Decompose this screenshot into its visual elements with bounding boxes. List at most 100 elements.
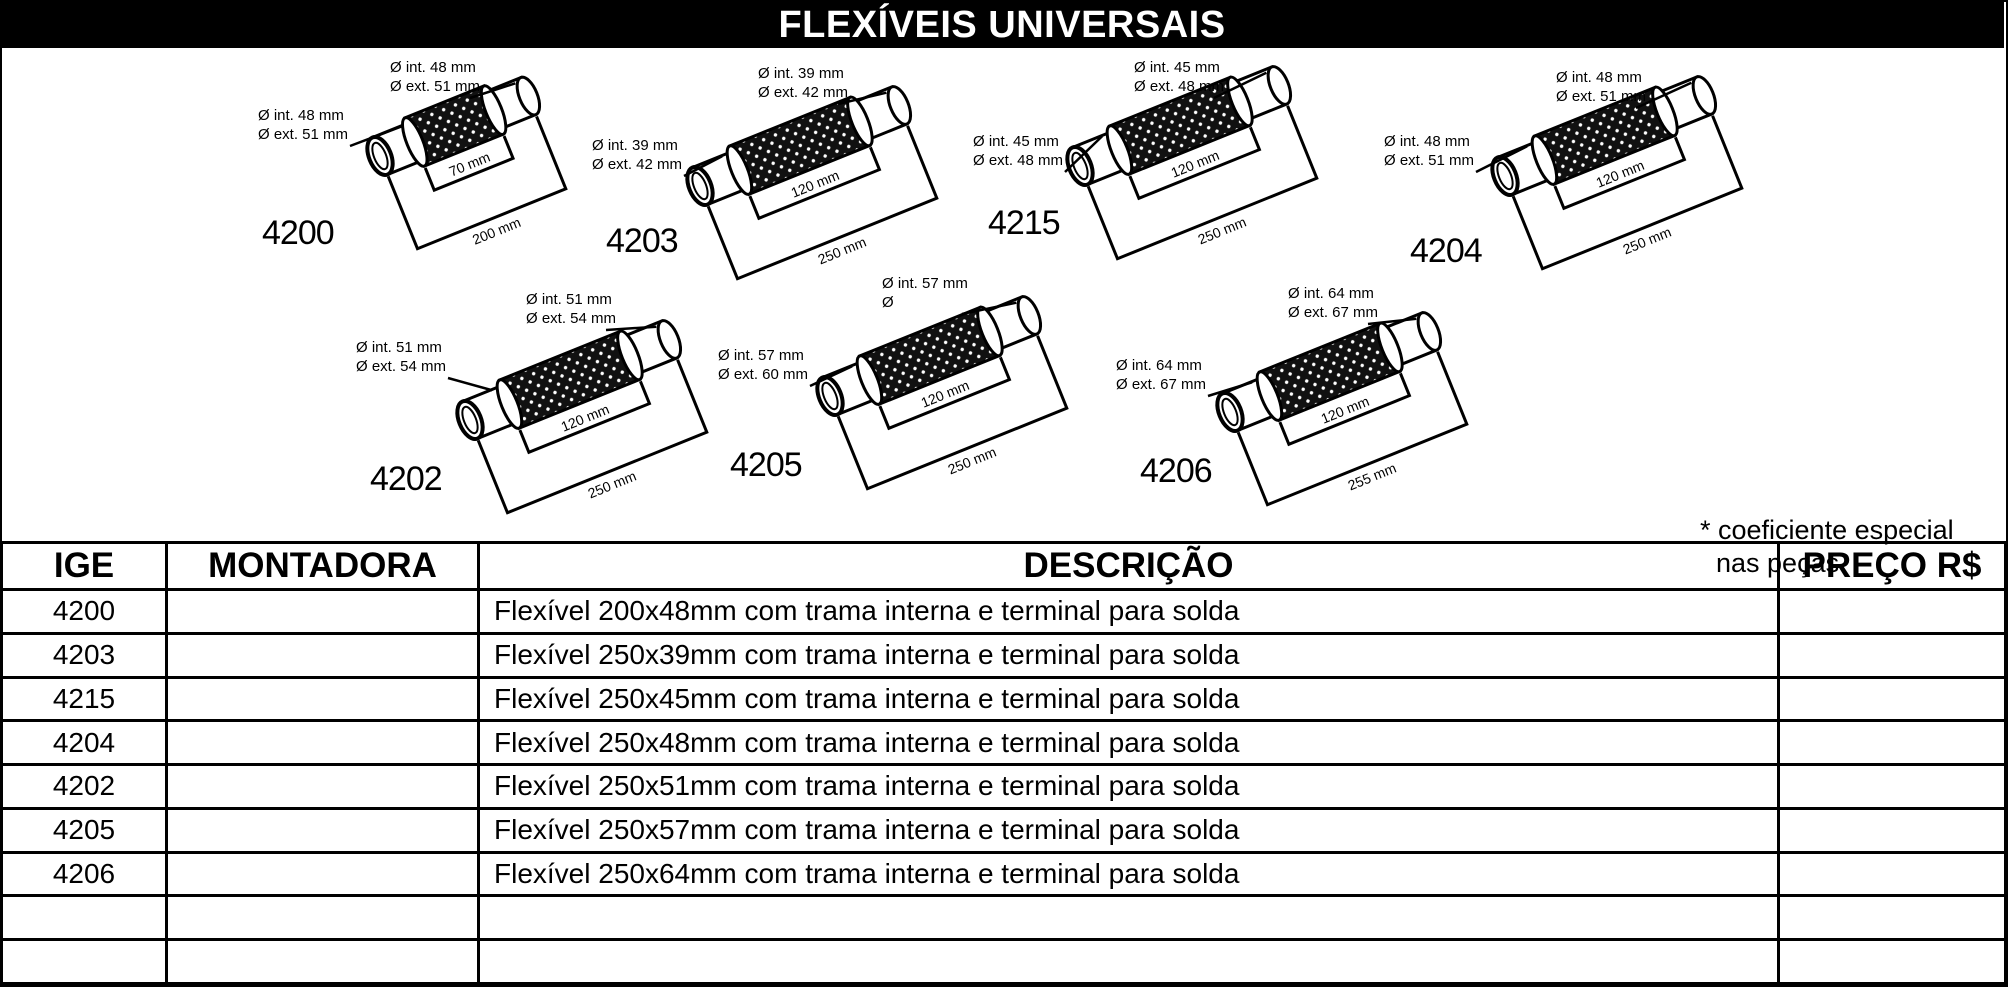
cell-montadora xyxy=(165,850,480,898)
cell-ige: 4202 xyxy=(0,763,168,810)
part-number-label: 4202 xyxy=(370,460,442,498)
diameter-callout-right: Ø int. 57 mm xyxy=(882,275,968,292)
parts-table: IGE MONTADORA DESCRIÇÃO PREÇO R$ 4200 Fle… xyxy=(0,541,2007,985)
mesh-collar-left xyxy=(1530,134,1559,186)
total-length-label: 250 mm xyxy=(1621,224,1674,258)
table-row: 4204 Flexível 250x48mm com trama interna … xyxy=(0,719,2007,767)
leader-right xyxy=(605,325,657,332)
diameter-callout-left: Ø int. 64 mm xyxy=(1116,357,1202,374)
total-length-label: 250 mm xyxy=(586,468,639,502)
pipe-end-right xyxy=(1416,311,1443,352)
mesh-collar-left xyxy=(725,144,754,196)
diameter-callout-right: Ø int. 51 mm xyxy=(526,291,612,308)
cell-ige: 4203 xyxy=(0,631,168,679)
cell-preco xyxy=(1777,806,2007,854)
diameter-callout-right: Ø int. 64 mm xyxy=(1288,285,1374,302)
leader-right xyxy=(1367,317,1417,326)
header-ige: IGE xyxy=(0,541,168,591)
total-length-bracket xyxy=(836,335,1069,491)
leader-right xyxy=(961,301,1017,316)
cell-preco xyxy=(1777,850,2007,898)
cell-ige xyxy=(0,894,168,942)
total-length-label: 250 mm xyxy=(946,444,999,478)
diameter-callout-right: Ø int. 48 mm xyxy=(1556,69,1642,86)
diagram-area: 70 mm 200 mm 4200 Ø int. 48 mm Ø ext. 51 mm Ø… xyxy=(0,48,2004,578)
leader-right xyxy=(469,82,516,100)
diameter-callout-left: Ø int. 51 mm xyxy=(356,339,442,356)
cell-montadora xyxy=(165,938,480,985)
mesh-collar-left xyxy=(1255,370,1284,422)
header-descricao: DESCRIÇÃO xyxy=(477,541,1780,591)
diameter-callout-left: Ø int. 48 mm xyxy=(258,107,344,124)
cell-descricao: Flexível 250x51mm com trama interna e te… xyxy=(477,763,1780,810)
note-line-1: * coeficiente especial xyxy=(1700,515,1954,545)
leader-right xyxy=(837,91,887,106)
cell-montadora xyxy=(165,588,480,635)
table-row: 4203 Flexível 250x39mm com trama interna … xyxy=(0,631,2007,679)
leader-left xyxy=(1064,135,1103,173)
cell-montadora xyxy=(165,719,480,767)
pipe-end-right xyxy=(515,75,542,117)
diameter-callout-left: Ø ext. 67 mm xyxy=(1116,376,1206,393)
mesh-collar-right xyxy=(1651,85,1679,138)
diameter-callout-right: Ø ext. 48 mm xyxy=(1134,78,1224,95)
diameter-callout-left: Ø int. 57 mm xyxy=(718,347,804,364)
leader-left xyxy=(809,365,853,388)
cell-ige: 4206 xyxy=(0,850,168,898)
table-row: 4200 Flexível 200x48mm com trama interna … xyxy=(0,588,2007,635)
cell-preco xyxy=(1777,631,2007,679)
diameter-callout-right: Ø xyxy=(882,294,894,311)
cell-descricao: Flexível 250x48mm com trama interna e te… xyxy=(477,719,1780,767)
part-number-label: 4205 xyxy=(730,446,802,484)
total-length-label: 250 mm xyxy=(1196,214,1249,248)
inner-length-bracket xyxy=(748,146,882,221)
total-length-bracket xyxy=(1086,105,1319,261)
cell-descricao: Flexível 200x48mm com trama interna e te… xyxy=(477,588,1780,635)
cell-preco xyxy=(1777,588,2007,635)
leader-left xyxy=(1475,145,1528,174)
diameter-callout-left: Ø ext. 42 mm xyxy=(592,156,682,173)
pipe-end-right xyxy=(1691,75,1718,116)
cell-descricao xyxy=(477,894,1780,942)
cell-descricao xyxy=(477,938,1780,985)
cell-descricao: Flexível 250x45mm com trama interna e te… xyxy=(477,675,1780,723)
cell-preco xyxy=(1777,894,2007,942)
cell-montadora xyxy=(165,631,480,679)
pipe-end-right xyxy=(1016,295,1043,336)
total-length-bracket xyxy=(1511,115,1744,271)
cell-descricao: Flexível 250x39mm com trama interna e te… xyxy=(477,631,1780,679)
header-montadora: MONTADORA xyxy=(165,541,480,591)
mesh-collar-left xyxy=(401,116,429,168)
cell-descricao: Flexível 250x57mm com trama interna e te… xyxy=(477,806,1780,854)
mesh-collar-right xyxy=(479,84,508,136)
mesh-collar-right xyxy=(846,95,874,148)
diameter-callout-right: Ø ext. 51 mm xyxy=(390,78,480,95)
total-length-label: 250 mm xyxy=(816,234,869,268)
part-number-label: 4203 xyxy=(606,222,678,260)
leader-right xyxy=(1635,81,1692,110)
part-number-label: 4206 xyxy=(1140,452,1212,490)
cell-montadora xyxy=(165,894,480,942)
cell-ige: 4215 xyxy=(0,675,168,723)
cell-montadora xyxy=(165,675,480,723)
inner-length-bracket xyxy=(1128,126,1262,201)
cell-preco xyxy=(1777,719,2007,767)
diameter-callout-right: Ø ext. 67 mm xyxy=(1288,304,1378,321)
diameter-callout-left: Ø ext. 60 mm xyxy=(718,366,808,383)
inner-length-bracket xyxy=(1553,136,1687,211)
cell-ige: 4200 xyxy=(0,588,168,635)
mesh-collar-left xyxy=(495,378,524,430)
part-number-label: 4215 xyxy=(988,204,1060,242)
inner-length-bracket xyxy=(423,135,516,193)
mesh-collar-left xyxy=(1105,124,1134,176)
diameter-callout-right: Ø ext. 54 mm xyxy=(526,310,616,327)
cell-montadora xyxy=(165,806,480,854)
table-row: 4215 Flexível 250x45mm com trama interna … xyxy=(0,675,2007,723)
